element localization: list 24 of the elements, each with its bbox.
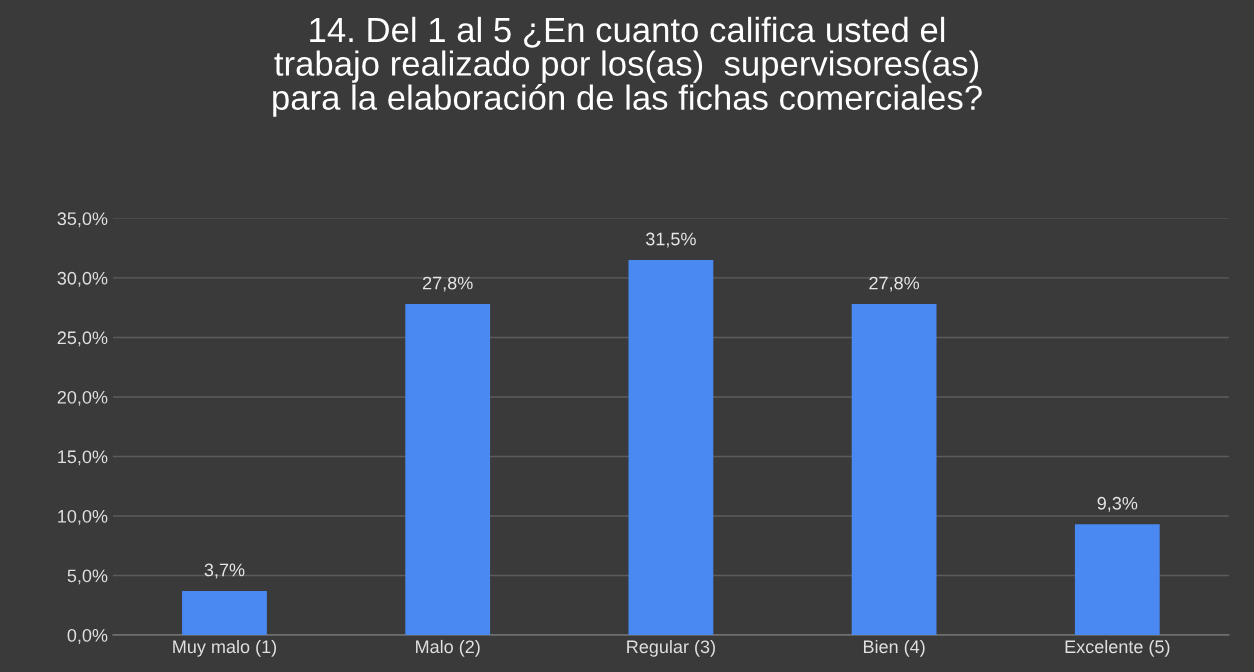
data-label: 27,8% xyxy=(422,276,473,292)
y-tick-label: 0,0% xyxy=(67,628,108,644)
x-tick-label: Regular (3) xyxy=(627,639,715,657)
bar xyxy=(1074,524,1160,636)
y-tick-label: 35,0% xyxy=(57,212,108,228)
data-label: 27,8% xyxy=(869,276,920,292)
y-tick-label: 10,0% xyxy=(58,509,108,525)
chart-title: 14. Del 1 al 5 ¿En cuanto califica usted el trabajo realizado por los(as) supervisores(as) para la elaboración de las fichas comerciales? xyxy=(273,16,982,117)
x-tick-label: Muy malo (1) xyxy=(173,639,277,657)
bar xyxy=(405,304,491,636)
y-tick-label: 25,0% xyxy=(57,331,108,347)
x-tick-label: Excelente (5) xyxy=(1065,639,1170,657)
bar xyxy=(851,304,937,636)
data-label: 9,3% xyxy=(1097,496,1138,512)
y-tick-label: 5,0% xyxy=(67,569,108,585)
data-label: 3,7% xyxy=(204,563,245,579)
y-tick-label: 15,0% xyxy=(58,450,108,466)
data-label: 31,5% xyxy=(645,232,696,248)
y-tick-label: 30,0% xyxy=(57,271,108,287)
bar xyxy=(628,260,714,636)
bar xyxy=(182,591,267,636)
x-tick-label: Malo (2) xyxy=(416,639,480,657)
x-tick-label: Bien (4) xyxy=(863,639,925,657)
y-tick-label: 20,0% xyxy=(57,390,108,406)
